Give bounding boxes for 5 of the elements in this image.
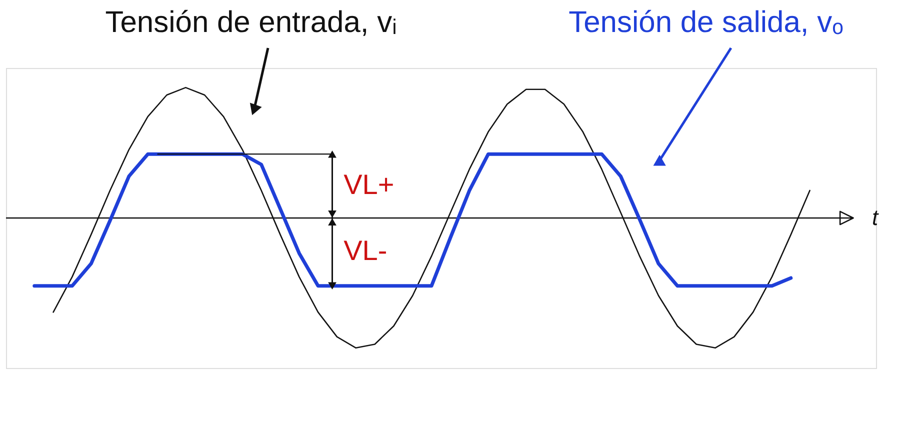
text: Tensión de entrada, vᵢ	[105, 6, 397, 39]
text: Tensión de salida, vₒ	[568, 6, 844, 39]
x-axis-title: t	[872, 205, 879, 230]
annotation: VL+	[344, 169, 394, 200]
annotation: VL-	[344, 234, 388, 266]
